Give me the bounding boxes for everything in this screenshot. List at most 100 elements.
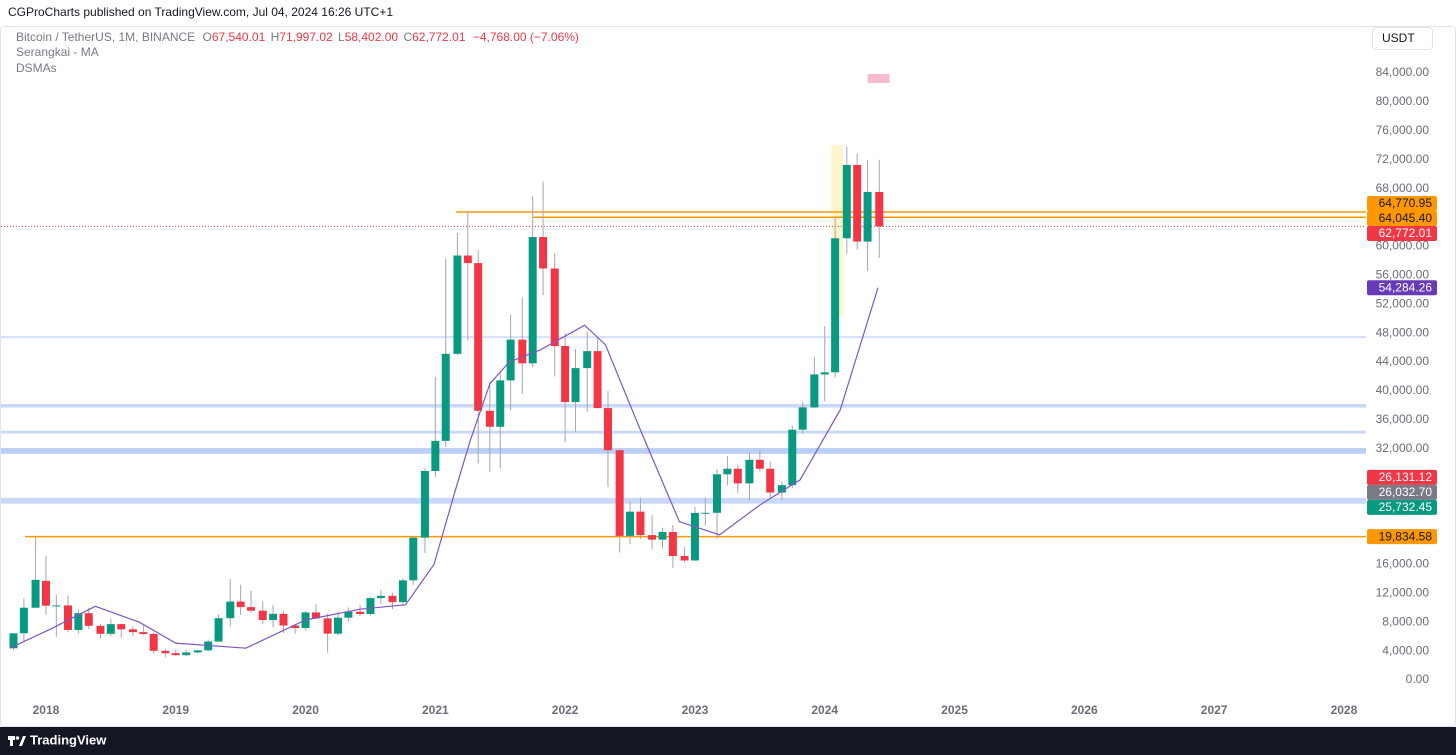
price-label: 62,772.01 [1379, 226, 1433, 240]
candle-body [745, 459, 754, 484]
candle-body [603, 408, 612, 451]
candle-body [441, 353, 450, 441]
logo-part [10, 736, 13, 746]
candle-body [680, 555, 689, 561]
candle-body [41, 580, 50, 606]
price-label: 64,045.40 [1379, 211, 1433, 225]
x-tick-label: 2026 [1071, 703, 1098, 717]
candle-body [648, 535, 657, 540]
candle-body [463, 255, 472, 264]
ohlc-key: O [203, 30, 212, 44]
candle-body [863, 191, 872, 242]
candle-body [777, 485, 786, 493]
x-tick-label: 2019 [162, 703, 189, 717]
footer-logo [8, 736, 26, 746]
y-tick-label: 44,000.00 [1376, 354, 1430, 368]
candle-body [561, 346, 570, 403]
candle-body [583, 351, 592, 369]
support-zone [1, 448, 1366, 454]
logo-part [19, 736, 26, 746]
price-label-box [1367, 211, 1437, 227]
candle-body [496, 380, 505, 427]
price-label-box [1367, 469, 1437, 485]
candle-body [636, 511, 645, 536]
plot-area [1, 74, 1366, 658]
candle-body [766, 468, 775, 493]
candle-body [193, 650, 202, 653]
candle-body [96, 625, 105, 634]
candle-body [344, 611, 353, 618]
candle-body [539, 237, 548, 269]
candle-body [733, 468, 742, 484]
y-tick-label: 32,000.00 [1376, 441, 1430, 455]
price-label: 19,834.58 [1379, 529, 1433, 543]
price-label-box [1367, 280, 1437, 296]
candle-body [139, 632, 148, 634]
candle-body [701, 512, 710, 514]
y-tick-label: 16,000.00 [1376, 557, 1430, 571]
highlight-box [867, 74, 890, 83]
y-tick-label: 52,000.00 [1376, 296, 1430, 310]
price-label-box [1367, 226, 1437, 242]
price-label-box [1367, 529, 1437, 545]
x-tick-label: 2025 [941, 703, 968, 717]
price-label: 26,032.70 [1379, 485, 1433, 499]
candle-body [788, 429, 797, 486]
candle-body [550, 268, 559, 347]
candle-body [398, 580, 407, 603]
y-tick-label: 56,000.00 [1376, 268, 1430, 282]
candle-body [755, 459, 764, 469]
candle-body [571, 368, 580, 403]
ohlc-value: 62,772.01 [412, 30, 466, 44]
ohlc-value: 67,540.01 [212, 30, 266, 44]
candle-body [453, 255, 462, 354]
candle-body [518, 339, 527, 364]
candle-body [485, 410, 494, 427]
candle-body [615, 450, 624, 536]
currency-button[interactable] [1372, 27, 1433, 50]
candle-body [853, 164, 862, 242]
candle-body [226, 601, 235, 619]
candle-body [333, 617, 342, 634]
support-zone [1, 497, 1366, 504]
logo-part [15, 736, 20, 740]
x-tick-label: 2018 [33, 703, 60, 717]
candle-body [128, 629, 137, 633]
x-tick-label: 2024 [811, 703, 838, 717]
legend-line: Bitcoin / TetherUS, 1M, BINANCE O67,540.… [16, 30, 579, 44]
ohlc-key: C [403, 30, 412, 44]
currency[interactable]: USDT [1382, 31, 1415, 45]
x-tick-label: 2027 [1201, 703, 1228, 717]
candle-body [291, 625, 300, 629]
candle-body [64, 605, 73, 630]
ohlc-value: 58,402.00 [345, 30, 399, 44]
candle-body [723, 468, 732, 475]
price-label: 26,131.12 [1379, 470, 1433, 484]
indicator-name: DSMAs [16, 61, 57, 75]
candle-body [528, 237, 537, 364]
candle-body [236, 601, 245, 608]
change: −4,768.00 (−7.06%) [473, 30, 579, 44]
candle-body [713, 474, 722, 513]
y-tick-label: 60,000.00 [1376, 239, 1430, 253]
candle-body [831, 238, 840, 373]
y-tick-label: 0.00 [1406, 672, 1430, 686]
candle-body [820, 372, 829, 375]
price-label: 25,732.45 [1379, 500, 1433, 514]
ohlc-key: L [338, 30, 345, 44]
footer-bar [0, 727, 1456, 755]
x-tick-label: 2022 [552, 703, 579, 717]
candle-body [106, 624, 115, 634]
candle-body [474, 263, 483, 411]
candle-body [247, 607, 256, 611]
candle-body [506, 339, 515, 381]
candle-body [658, 531, 667, 540]
candle-body [356, 611, 365, 614]
x-tick-label: 2020 [292, 703, 319, 717]
publisher: CGProCharts published on TradingView.com… [8, 5, 393, 19]
footer-brand: TradingView [30, 732, 107, 747]
candle-body [19, 607, 28, 634]
support-zone [1, 403, 1366, 408]
candle-body [279, 613, 288, 626]
candle-body [214, 618, 223, 642]
